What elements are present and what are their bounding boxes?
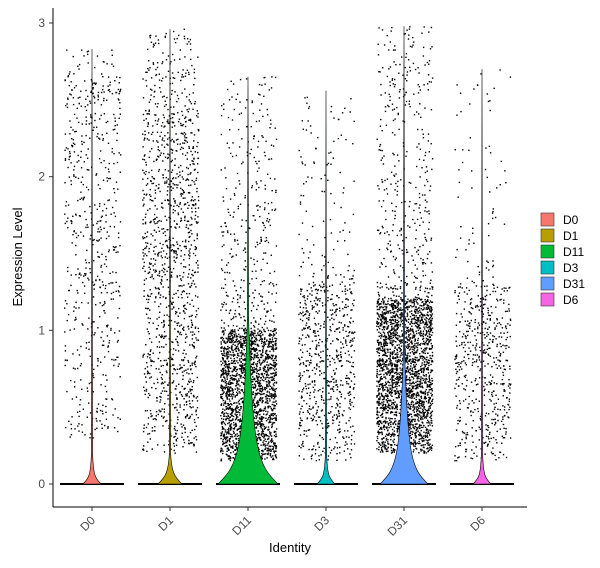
y-tick-label: 3 [38, 16, 45, 30]
legend-label-d31: D31 [563, 277, 585, 291]
jitter-points [60, 26, 514, 485]
legend-label-d3: D3 [563, 261, 579, 275]
points-d3 [294, 96, 358, 485]
axes [52, 8, 527, 508]
x-tick-label: D6 [467, 513, 488, 534]
y-tick-label: 0 [38, 477, 45, 491]
y-ticks: 0 1 2 3 [38, 16, 53, 491]
violin-d11 [217, 76, 279, 485]
legend-label-d11: D11 [563, 245, 584, 259]
legend-label-d0: D0 [563, 213, 579, 227]
x-ticks: D0 D1 D11 D3 D31 D6 [77, 507, 488, 539]
legend: D0 D1 D11 D3 D31 D6 [540, 212, 585, 307]
points-d1 [138, 28, 202, 485]
points-d0 [60, 49, 124, 485]
x-tick-label: D3 [311, 513, 332, 534]
x-axis-title: Identity [269, 540, 311, 555]
legend-label-d6: D6 [563, 293, 579, 307]
legend-swatch-d11 [540, 244, 555, 259]
legend-swatch-d6 [540, 292, 555, 307]
violin-d0 [82, 49, 102, 485]
violin-d1 [157, 29, 183, 485]
y-tick-label: 2 [38, 170, 45, 184]
x-tick-label: D1 [155, 513, 176, 534]
legend-label-d1: D1 [563, 229, 579, 243]
x-tick-label: D31 [385, 513, 411, 539]
y-axis-title: Expression Level [10, 207, 25, 306]
legend-swatch-d3 [540, 260, 555, 275]
legend-swatch-d0 [540, 212, 555, 227]
violin-d3 [316, 90, 336, 485]
violins [82, 26, 492, 485]
x-tick-label: D11 [229, 513, 254, 538]
legend-swatch-d31 [540, 276, 555, 291]
y-tick-label: 1 [38, 323, 45, 337]
x-tick-label: D0 [77, 513, 98, 534]
violin-d6 [472, 69, 492, 485]
violin-d31 [379, 26, 429, 485]
legend-swatch-d1 [540, 228, 555, 243]
